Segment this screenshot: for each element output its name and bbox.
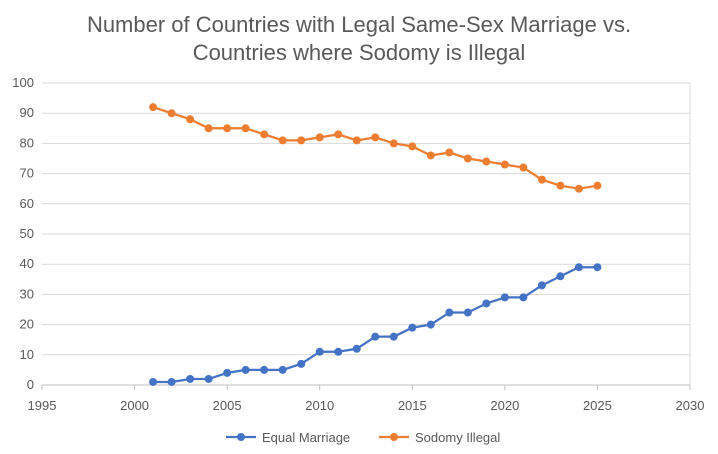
data-point	[574, 184, 583, 193]
series-layer	[149, 103, 602, 386]
data-point	[260, 365, 269, 374]
data-point	[593, 263, 602, 272]
data-point	[408, 323, 417, 332]
data-point	[297, 359, 306, 368]
x-tick-label: 2025	[583, 398, 612, 413]
x-tick-label: 2005	[213, 398, 242, 413]
x-tick-label: 2030	[676, 398, 705, 413]
data-point	[556, 272, 565, 281]
x-tick-label: 2000	[120, 398, 149, 413]
data-point	[500, 160, 509, 169]
data-point	[186, 115, 195, 124]
data-point	[389, 139, 398, 148]
series-equal-marriage	[149, 263, 602, 386]
data-point	[537, 175, 546, 184]
chart-title-line-1: Number of Countries with Legal Same-Sex …	[87, 12, 631, 37]
chart-title-line-2: Countries where Sodomy is Illegal	[193, 40, 526, 65]
data-point	[167, 377, 176, 386]
data-point	[371, 332, 380, 341]
y-tick-label: 0	[27, 377, 34, 392]
y-tick-label: 100	[12, 75, 34, 90]
data-point	[260, 130, 269, 139]
data-point	[149, 377, 158, 386]
data-point	[241, 365, 250, 374]
data-point	[445, 148, 454, 157]
y-tick-label: 80	[20, 135, 34, 150]
data-point	[426, 320, 435, 329]
data-point	[297, 136, 306, 145]
data-point	[223, 124, 232, 133]
data-point	[574, 263, 583, 272]
data-point	[167, 109, 176, 118]
data-point	[278, 136, 287, 145]
data-point	[537, 281, 546, 290]
legend: Equal Marriage Sodomy Illegal	[226, 430, 500, 445]
data-point	[334, 347, 343, 356]
y-tick-label: 10	[20, 347, 34, 362]
y-tick-label: 90	[20, 105, 34, 120]
y-tick-label: 20	[20, 317, 34, 332]
data-point	[204, 374, 213, 383]
y-tick-label: 70	[20, 166, 34, 181]
data-point	[426, 151, 435, 160]
data-point	[352, 344, 361, 353]
data-point	[445, 308, 454, 317]
data-point	[278, 365, 287, 374]
data-point	[389, 332, 398, 341]
legend-marker-swatch	[390, 433, 398, 441]
legend-label: Sodomy Illegal	[415, 430, 500, 445]
data-point	[315, 133, 324, 142]
data-point	[500, 293, 509, 302]
data-point	[463, 308, 472, 317]
series-sodomy-illegal	[149, 103, 602, 193]
data-point	[482, 299, 491, 308]
x-tick-label: 2015	[398, 398, 427, 413]
y-tick-label: 60	[20, 196, 34, 211]
legend-item: Sodomy Illegal	[379, 430, 500, 445]
legend-label: Equal Marriage	[262, 430, 350, 445]
data-point	[241, 124, 250, 133]
data-point	[593, 181, 602, 190]
data-point	[352, 136, 361, 145]
gridlines	[42, 82, 691, 385]
data-point	[519, 163, 528, 172]
data-point	[334, 130, 343, 139]
data-point	[482, 157, 491, 166]
y-tick-label: 50	[20, 226, 34, 241]
data-point	[204, 124, 213, 133]
legend-marker-swatch	[237, 433, 245, 441]
data-point	[519, 293, 528, 302]
data-point	[408, 142, 417, 151]
data-point	[556, 181, 565, 190]
series-line	[152, 106, 598, 190]
data-point	[463, 154, 472, 163]
x-tick-label: 1995	[28, 398, 57, 413]
legend-item: Equal Marriage	[226, 430, 350, 445]
x-tick-label: 2020	[490, 398, 519, 413]
y-tick-label: 30	[20, 286, 34, 301]
data-point	[315, 347, 324, 356]
data-point	[223, 368, 232, 377]
y-tick-label: 40	[20, 256, 34, 271]
data-point	[371, 133, 380, 142]
data-point	[186, 374, 195, 383]
x-tick-label: 2010	[305, 398, 334, 413]
data-point	[149, 103, 158, 112]
